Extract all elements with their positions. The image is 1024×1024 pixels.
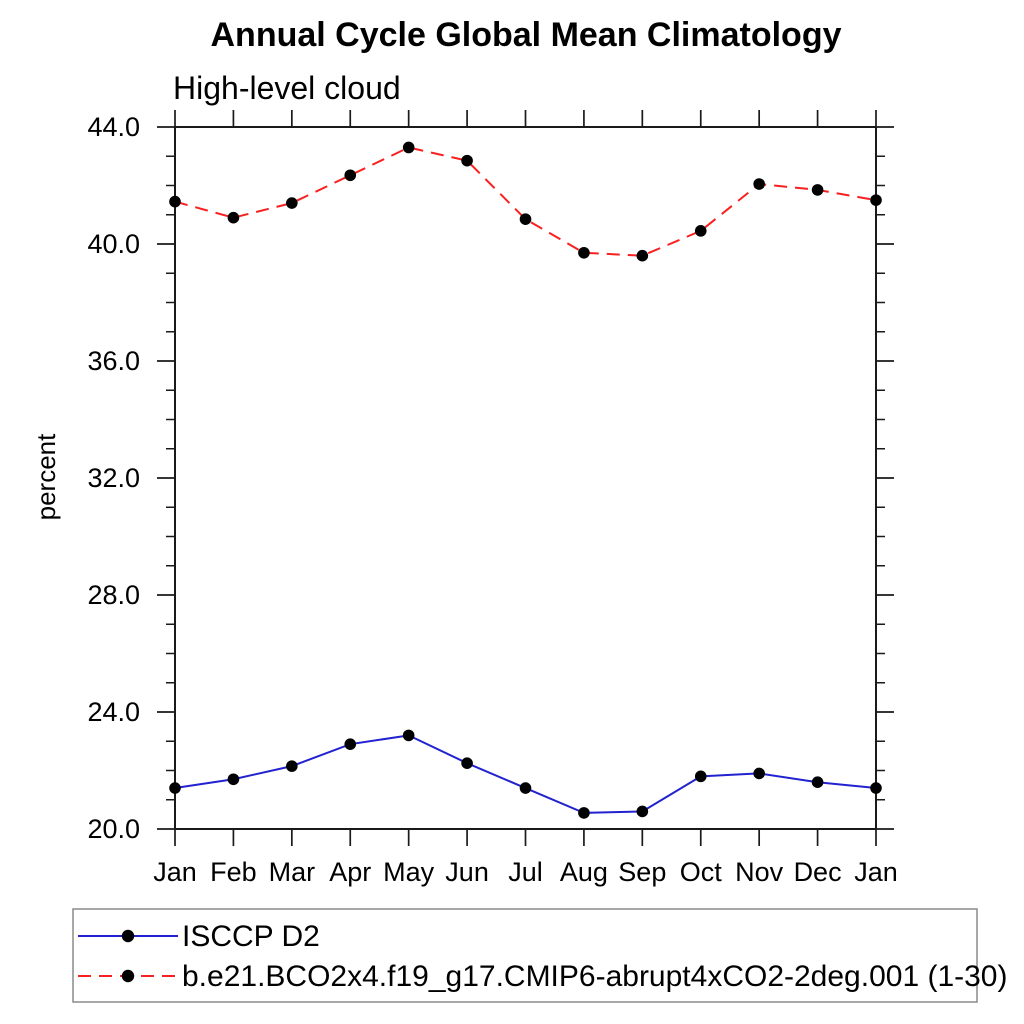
data-point-marker — [636, 249, 649, 262]
data-point-marker — [227, 211, 240, 224]
plot-series — [169, 141, 882, 819]
y-tick-label: 28.0 — [87, 580, 140, 610]
y-tick-label: 20.0 — [87, 814, 140, 844]
x-tick-label: Jan — [153, 857, 197, 887]
legend-marker-model — [121, 969, 135, 983]
y-tick-label: 40.0 — [87, 229, 140, 259]
x-tick-label: Feb — [210, 857, 257, 887]
data-point-marker — [870, 194, 882, 206]
data-point-marker — [578, 807, 590, 819]
x-tick-label: May — [383, 857, 435, 887]
data-point-marker — [286, 197, 298, 209]
legend: ISCCP D2 b.e21.BCO2x4.f19_g17.CMIP6-abru… — [72, 908, 1007, 1003]
x-tick-label: Dec — [794, 857, 842, 887]
y-tick-label: 36.0 — [87, 346, 140, 376]
x-tick-label: Nov — [735, 857, 784, 887]
data-point-marker — [578, 246, 590, 259]
series-line-0 — [174, 734, 877, 814]
data-point-marker — [169, 782, 181, 794]
data-point-marker — [636, 805, 649, 818]
x-tick-label: Apr — [329, 857, 371, 887]
y-axis-title: percent — [31, 433, 61, 520]
data-point-marker — [519, 213, 532, 225]
data-point-marker — [402, 729, 415, 742]
data-point-marker — [694, 225, 707, 237]
y-tick-label: 24.0 — [87, 697, 140, 727]
data-point-marker — [286, 760, 298, 772]
plot-frame — [174, 126, 877, 830]
x-tick-label: Oct — [680, 857, 723, 887]
data-point-marker — [753, 767, 765, 780]
legend-marker-isccp — [121, 929, 135, 943]
x-tick-label: Sep — [618, 857, 666, 887]
x-tick-label: Aug — [560, 857, 608, 887]
legend-label-model: b.e21.BCO2x4.f19_g17.CMIP6-abrupt4xCO2-2… — [182, 960, 1007, 993]
x-tick-label: Jun — [445, 857, 489, 887]
series-line-1 — [174, 146, 877, 257]
data-point-marker — [344, 169, 357, 182]
chart-subtitle: High-level cloud — [173, 70, 401, 106]
data-point-marker — [753, 178, 765, 190]
data-point-marker — [461, 154, 473, 167]
data-point-marker — [344, 738, 357, 750]
data-point-marker — [227, 773, 240, 786]
x-tick-label: Jul — [508, 857, 543, 887]
data-point-marker — [694, 770, 707, 783]
y-tick-label: 32.0 — [87, 463, 140, 493]
data-point-marker — [169, 195, 181, 208]
x-tick-label: Jan — [854, 857, 898, 887]
plot-axes-and-ticks: Jan Feb Mar Apr May Jun Jul Aug Sep Oct Nov Dec Jan 2… — [87, 110, 898, 887]
data-point-marker — [519, 782, 532, 794]
data-point-marker — [811, 184, 824, 196]
data-point-marker — [870, 782, 882, 794]
data-point-marker — [811, 776, 824, 788]
legend-label-isccp: ISCCP D2 — [182, 920, 320, 953]
data-point-marker — [461, 757, 473, 769]
x-tick-label: Mar — [269, 857, 316, 887]
legend-box — [72, 908, 978, 1003]
chart-title: Annual Cycle Global Mean Climatology — [211, 16, 842, 54]
data-point-marker — [402, 141, 415, 154]
y-tick-label: 44.0 — [87, 112, 140, 142]
